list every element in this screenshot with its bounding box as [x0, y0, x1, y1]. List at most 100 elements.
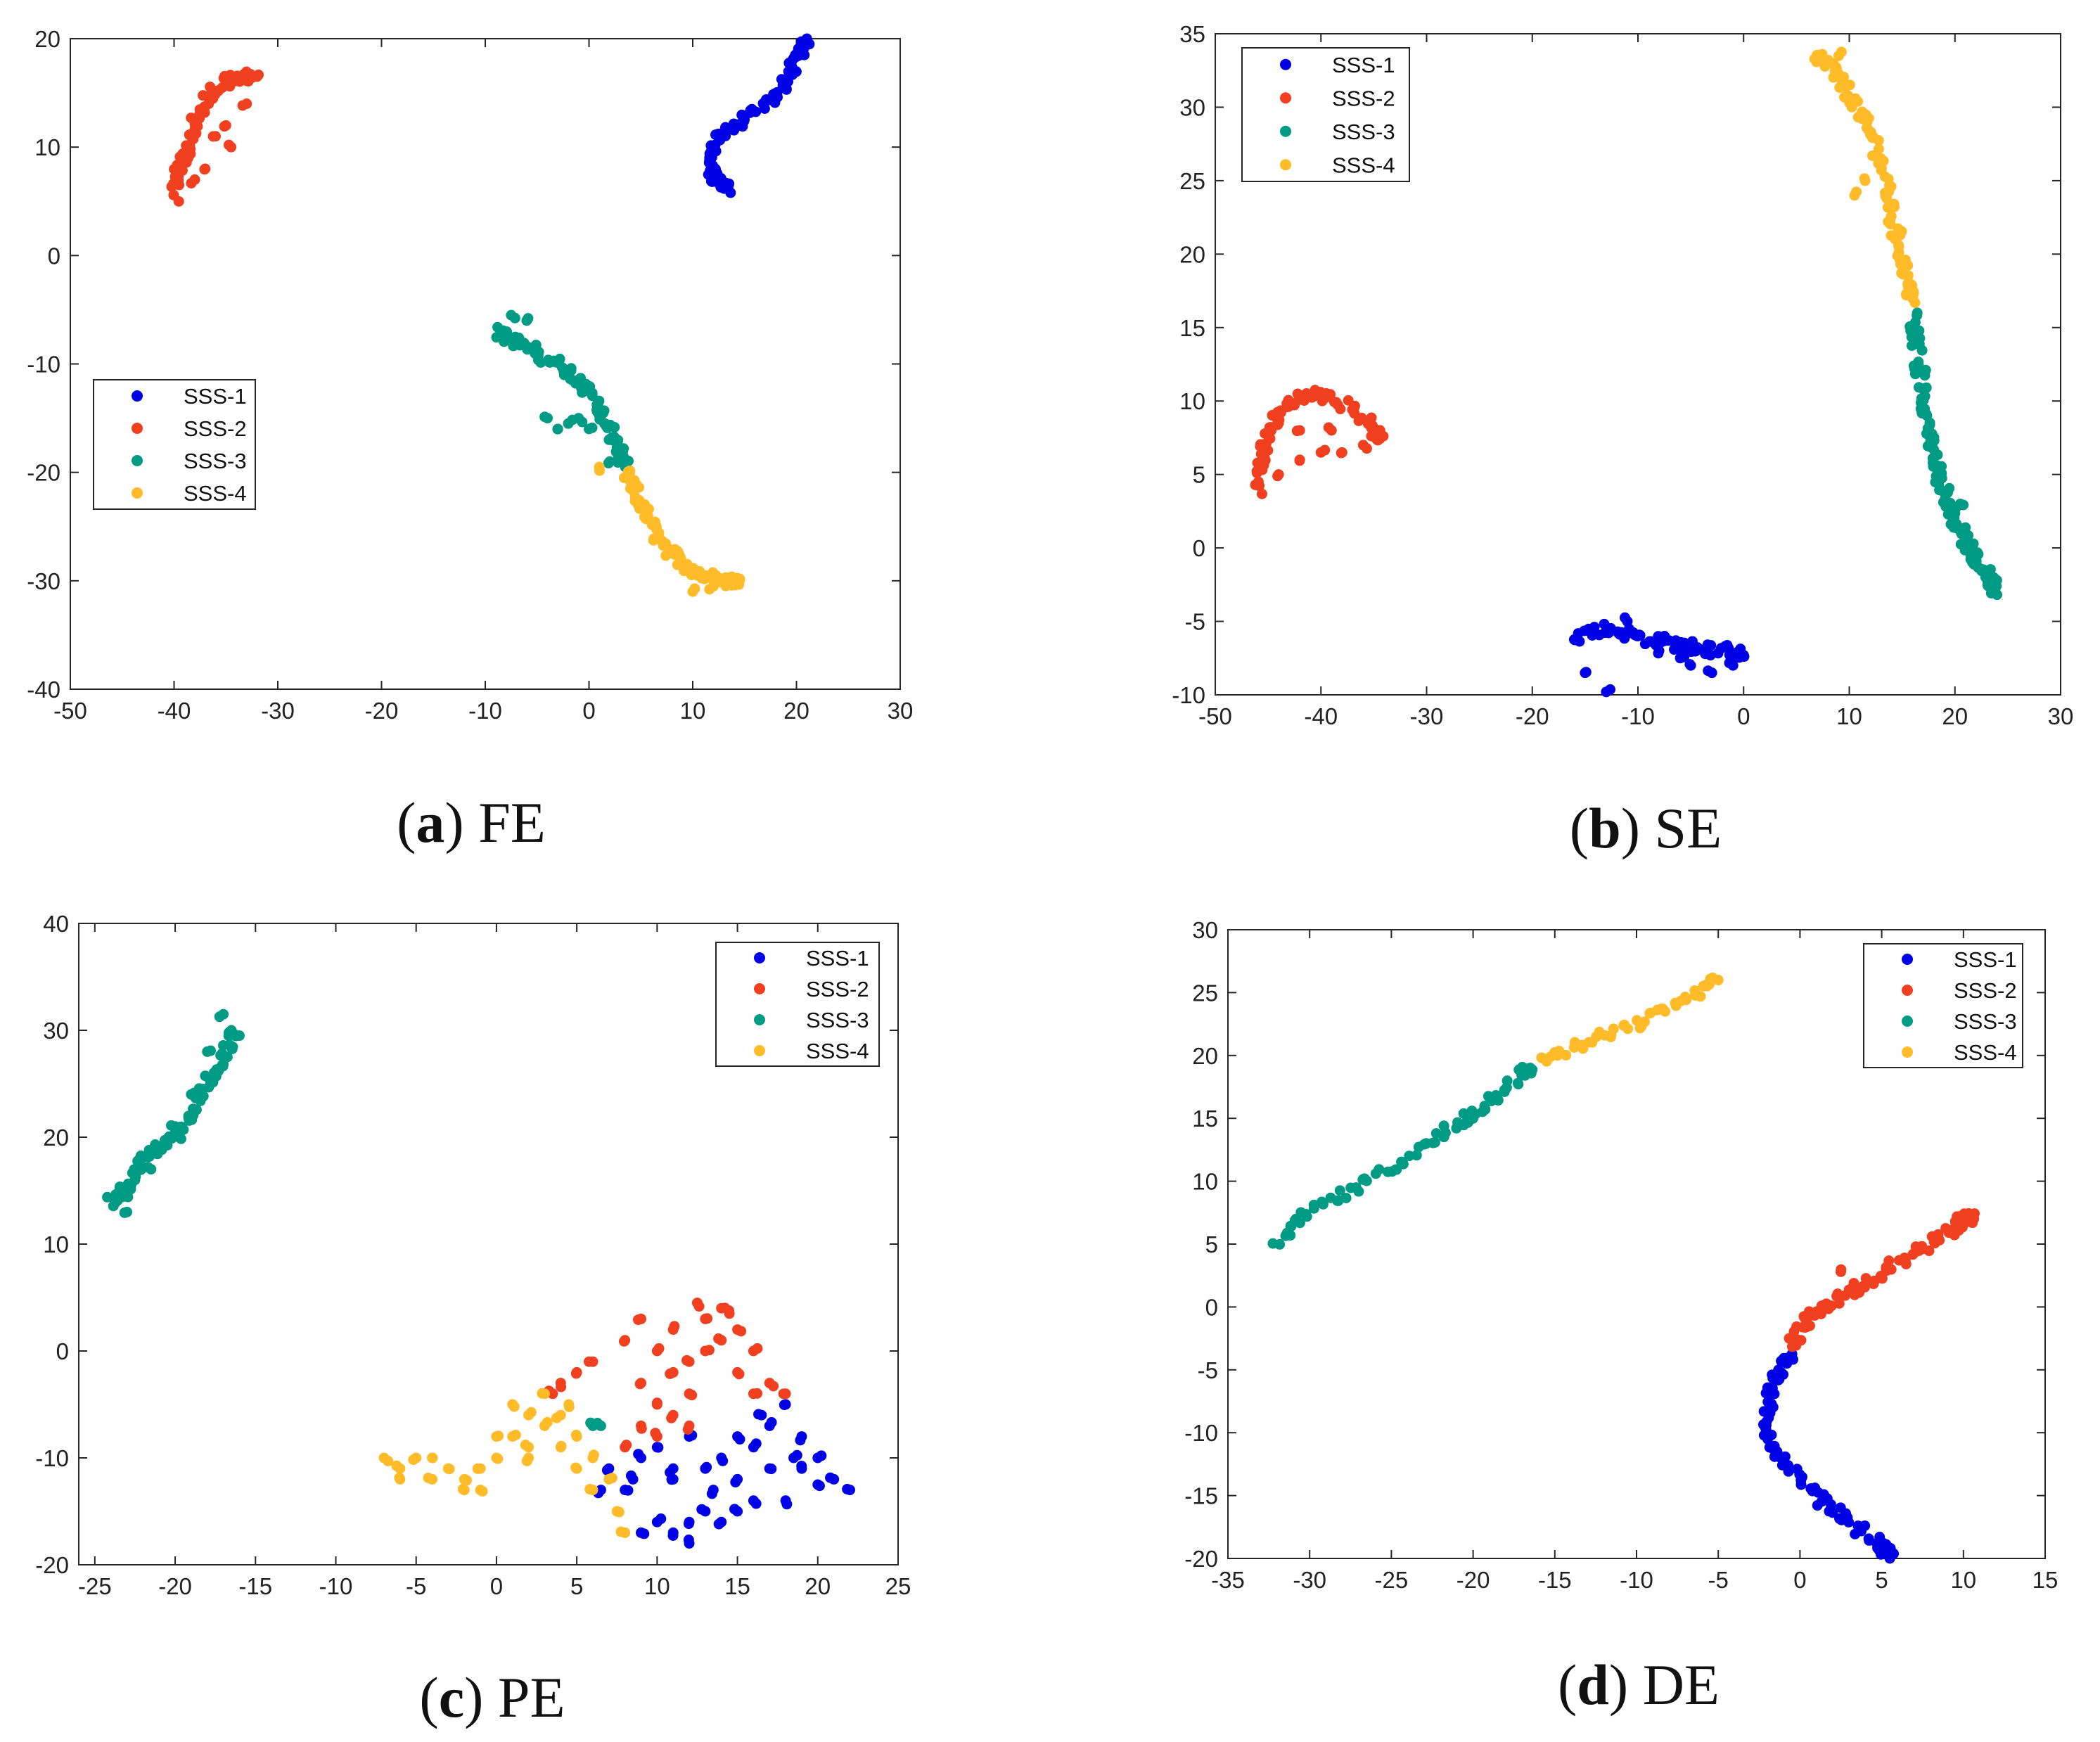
- data-point: [1703, 665, 1714, 677]
- x-tick-label: -30: [261, 698, 295, 724]
- x-tick-label: 20: [1942, 703, 1968, 729]
- data-point: [509, 312, 520, 324]
- x-tick-label: -20: [1516, 703, 1549, 729]
- data-point: [1438, 1120, 1449, 1132]
- data-point: [230, 1030, 241, 1042]
- data-point: [1916, 408, 1928, 419]
- legend-label: SSS-3: [1954, 1009, 2017, 1034]
- data-point: [666, 1412, 677, 1423]
- legend-marker: [1280, 125, 1291, 137]
- data-point: [383, 1455, 394, 1466]
- y-tick-label: -20: [27, 460, 60, 486]
- legend-marker: [1280, 58, 1291, 70]
- legend-label: SSS-4: [184, 481, 247, 506]
- data-point: [1250, 479, 1261, 490]
- series-sss-2: [166, 66, 264, 207]
- y-tick-label: 25: [1179, 168, 1205, 194]
- legend-label: SSS-2: [184, 416, 247, 441]
- data-point: [1374, 1164, 1385, 1175]
- data-point: [609, 421, 620, 433]
- y-tick-label: 0: [1193, 535, 1205, 561]
- data-point: [766, 1416, 777, 1428]
- series-sss-1: [703, 33, 815, 198]
- series-sss-2: [543, 1298, 791, 1453]
- data-point: [1695, 991, 1706, 1002]
- legend-label: SSS-1: [184, 384, 247, 409]
- data-point: [1900, 1255, 1911, 1266]
- data-point: [622, 1485, 634, 1496]
- data-point: [556, 1440, 567, 1452]
- data-point: [533, 346, 544, 357]
- data-point: [1804, 1320, 1815, 1331]
- data-point: [651, 1397, 662, 1409]
- data-point: [570, 1368, 582, 1379]
- data-point: [1396, 1156, 1407, 1167]
- data-point: [1840, 82, 1851, 93]
- data-point: [724, 577, 736, 588]
- x-tick-label: 0: [582, 698, 595, 724]
- data-point: [1300, 1208, 1312, 1219]
- data-point: [1885, 1264, 1897, 1275]
- data-point: [1846, 101, 1857, 113]
- data-point: [791, 1449, 802, 1461]
- caption-label: c: [438, 1665, 465, 1729]
- y-tick-label: -15: [1184, 1483, 1218, 1509]
- y-tick-label: -20: [35, 1552, 69, 1578]
- data-point: [114, 1181, 125, 1193]
- data-point: [696, 1504, 708, 1515]
- data-point: [584, 1484, 596, 1495]
- data-point: [1316, 1196, 1327, 1208]
- y-tick-label: -10: [35, 1445, 69, 1471]
- data-point: [523, 313, 534, 324]
- data-point: [1639, 1016, 1650, 1027]
- x-tick-label: -20: [365, 698, 399, 724]
- caption-name: FE: [478, 790, 546, 854]
- data-point: [1274, 1238, 1286, 1250]
- y-tick-label: -30: [27, 568, 60, 594]
- y-tick-label: 35: [1179, 21, 1205, 47]
- data-point: [188, 1087, 200, 1099]
- data-point: [655, 1513, 667, 1525]
- data-point: [636, 1423, 647, 1434]
- data-point: [1842, 1512, 1853, 1523]
- data-point: [1924, 419, 1935, 430]
- legend-marker: [1280, 92, 1291, 104]
- data-point: [1580, 667, 1592, 678]
- legend-marker: [1902, 985, 1913, 996]
- y-tick-label: 0: [1205, 1294, 1218, 1320]
- x-tick-label: 20: [783, 698, 809, 724]
- data-point: [1679, 637, 1690, 648]
- series-sss-4: [1809, 46, 1921, 309]
- data-point: [587, 422, 598, 433]
- data-point: [130, 1171, 141, 1182]
- data-point: [1921, 382, 1932, 393]
- data-point: [188, 1103, 199, 1115]
- data-point: [173, 175, 184, 186]
- caption-fe: (a) FE: [397, 790, 546, 854]
- caption-label: d: [1577, 1653, 1609, 1717]
- legend-box: [715, 942, 880, 1067]
- data-point: [1458, 1108, 1469, 1119]
- data-point: [1791, 1321, 1803, 1332]
- series-sss-3: [102, 1008, 606, 1431]
- data-point: [1795, 1335, 1807, 1346]
- data-point: [713, 1518, 724, 1530]
- data-point: [1836, 1264, 1847, 1275]
- legend-label: SSS-4: [1332, 153, 1395, 177]
- data-point: [1916, 345, 1928, 356]
- data-point: [427, 1452, 438, 1464]
- data-point: [1855, 1525, 1867, 1537]
- series-sss-1: [1568, 612, 1750, 698]
- data-point: [1766, 1429, 1777, 1440]
- data-point: [724, 1305, 735, 1317]
- data-point: [781, 1499, 793, 1510]
- data-point: [734, 575, 745, 587]
- data-point: [816, 1450, 827, 1461]
- data-point: [1772, 1375, 1784, 1386]
- data-point: [651, 524, 662, 535]
- legend-label: SSS-1: [1954, 947, 2017, 972]
- data-point: [1916, 393, 1927, 404]
- data-point: [1909, 369, 1921, 380]
- data-point: [681, 1354, 693, 1366]
